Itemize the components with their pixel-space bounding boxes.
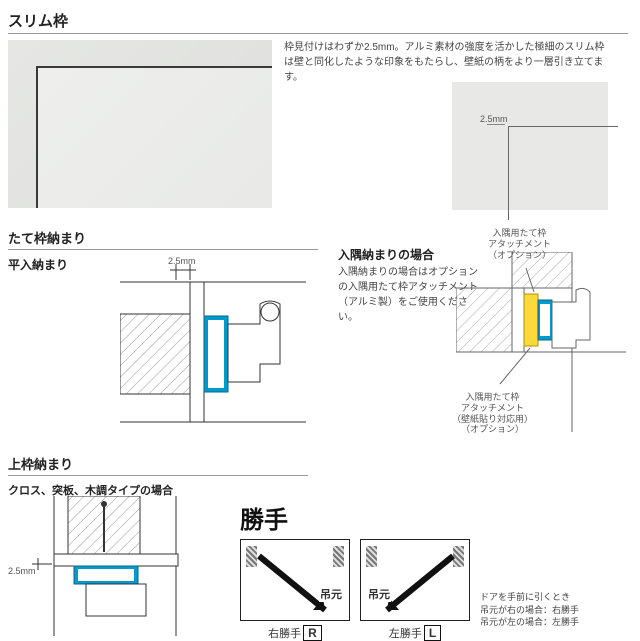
dim-label: 2.5mm (480, 114, 508, 124)
flat-cross-section (120, 264, 306, 440)
hinge-label: 吊元 (319, 586, 343, 602)
slim-frame-corner-diagram: 2.5mm (452, 82, 608, 210)
slim-frame-body: 枠見付けはわずか2.5mm。アルミ素材の強度を活かした極細のスリム枠は壁と同化し… (284, 40, 614, 85)
right-hand-diagram: 吊元 (240, 539, 350, 621)
handing-note: ドアを手前に引くとき 吊元が右の場合：右勝手 吊元が左の場合：左勝手 (480, 591, 610, 629)
left-hand-label: 左勝手L (360, 625, 470, 641)
r-badge: R (303, 625, 322, 641)
l-badge: L (424, 625, 441, 641)
upper-frame-title: 上枠納まり (8, 454, 308, 476)
hinge-label: 吊元 (367, 586, 391, 602)
right-hand-label: 右勝手R (240, 625, 350, 641)
slim-frame-photo (8, 40, 272, 208)
left-hand-diagram: 吊元 (360, 539, 470, 621)
upper-cross-section (16, 496, 216, 636)
corner-cross-section (456, 252, 626, 432)
slim-frame-title: スリム枠 (8, 10, 628, 34)
vertical-title: たて枠納まり (8, 228, 318, 250)
handing-section: 勝手 吊元 右勝手R 吊元 左勝手L ドアを手前に引くとき 吊元が右の場合：右勝… (240, 500, 635, 641)
handing-title: 勝手 (240, 500, 635, 535)
